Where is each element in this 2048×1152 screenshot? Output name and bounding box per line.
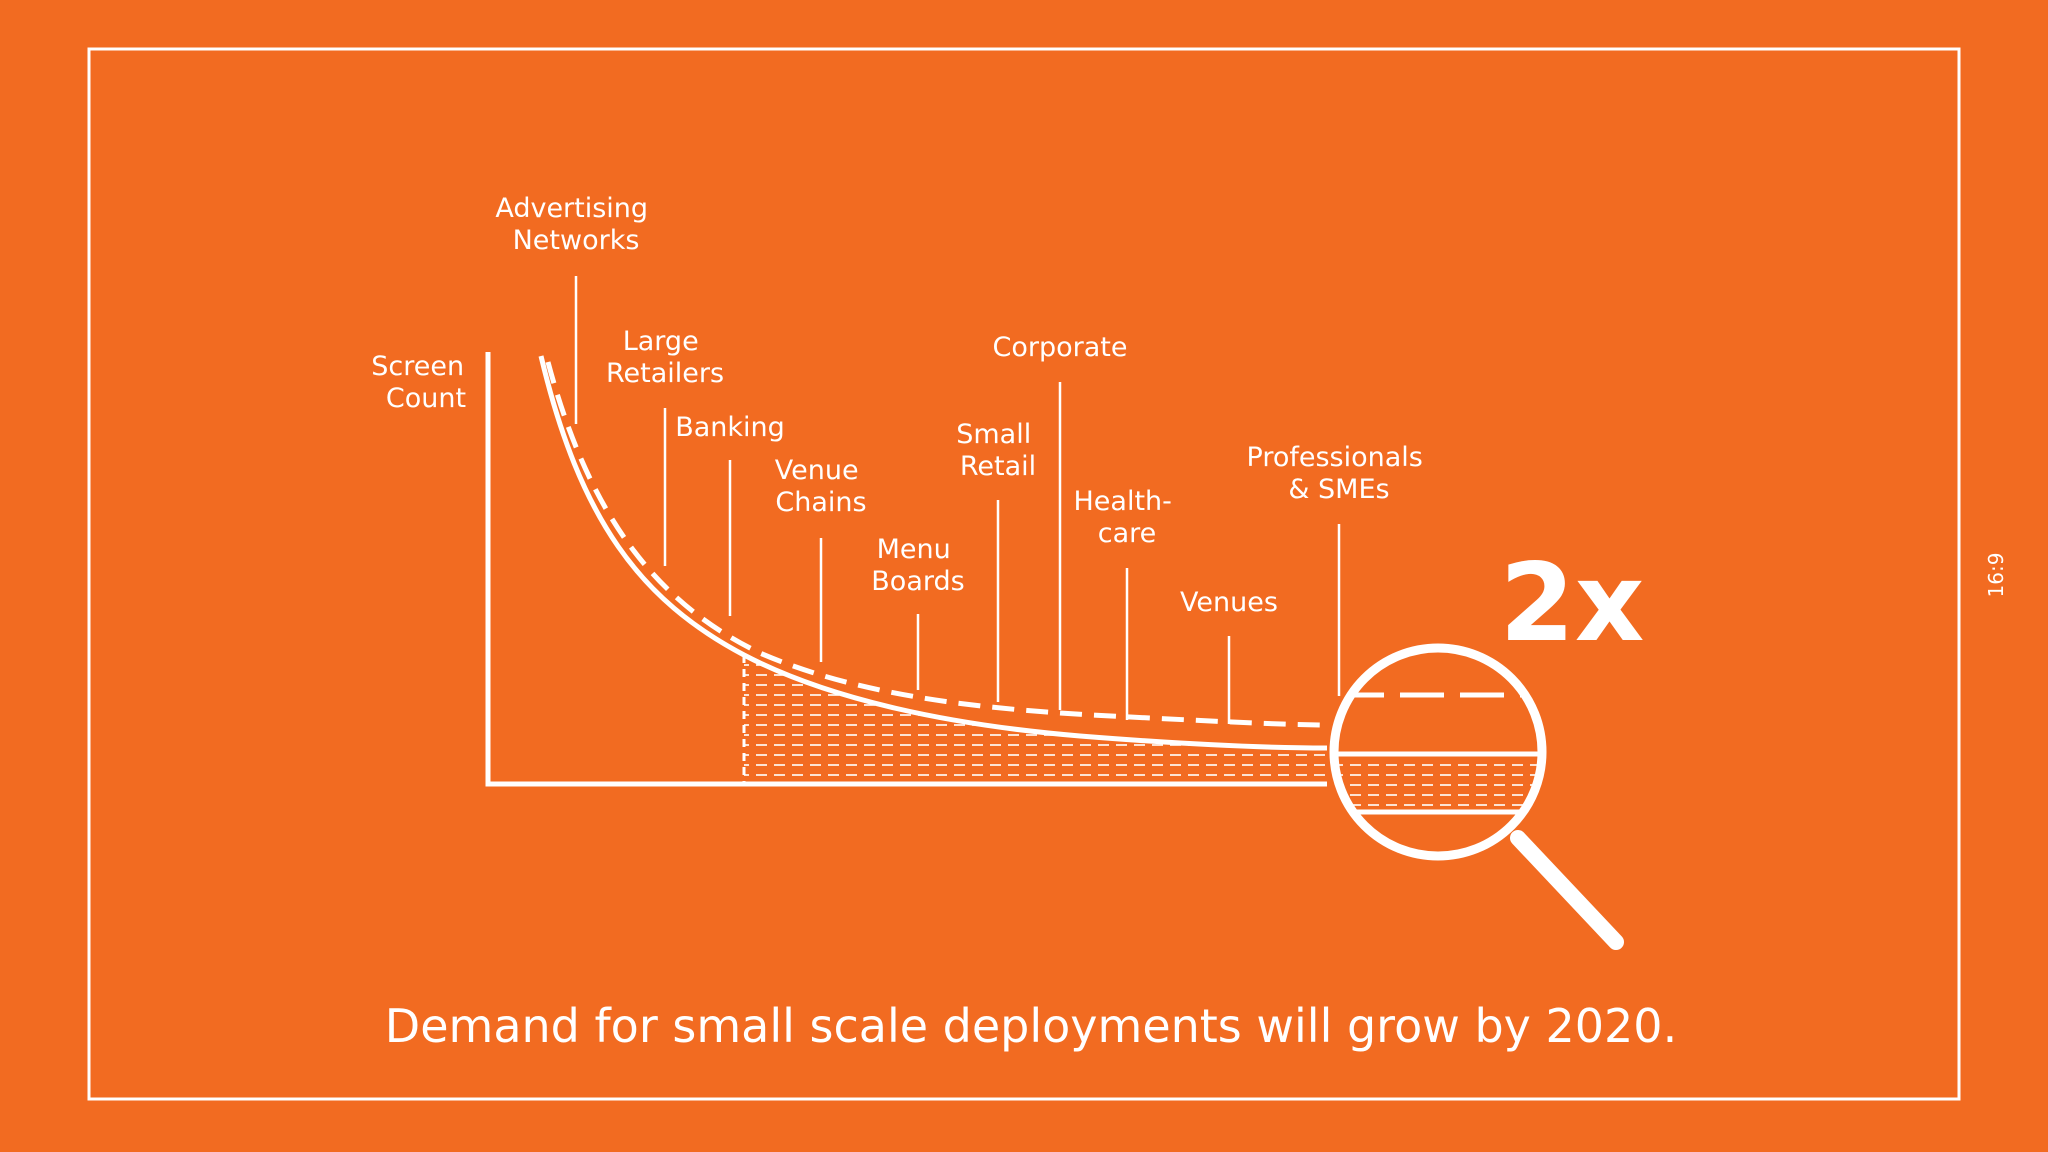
label-line: Venues (1180, 587, 1278, 618)
y-axis-label-line-1: Screen (371, 351, 464, 382)
magnifier-lens (1329, 643, 1547, 861)
label-large-retailers: Large Retailers (606, 326, 724, 389)
label-line: Boards (871, 566, 964, 597)
current-demand-curve (538, 355, 1328, 751)
y-axis-label-line-2: Count (386, 383, 466, 414)
label-line: Venue (775, 455, 859, 486)
label-banking: Banking (675, 412, 785, 443)
label-line: Health- (1074, 486, 1172, 517)
projected-demand-curve (545, 361, 1331, 728)
label-line: Menu (877, 534, 951, 565)
caption: Demand for small scale deployments will … (385, 999, 1677, 1053)
magnifier-icon (1329, 643, 1624, 950)
magnified-hatch (1334, 754, 1542, 810)
label-menu-boards: Menu Boards (871, 534, 964, 597)
y-axis-label: Screen Count (371, 351, 472, 414)
label-venues: Venues (1180, 587, 1278, 618)
label-professionals-smes: Professionals & SMEs (1247, 442, 1432, 505)
label-line: Corporate (993, 332, 1128, 363)
magnifier-handle (1510, 830, 1624, 950)
label-small-retail: Small Retail (956, 419, 1040, 482)
label-line: care (1098, 518, 1157, 549)
label-line: Retail (960, 451, 1036, 482)
label-line: Retailers (606, 358, 724, 389)
slide-frame (87, 47, 1961, 1101)
label-line: & SMEs (1288, 474, 1389, 505)
label-healthcare: Health- care (1074, 486, 1181, 549)
label-corporate: Corporate (993, 332, 1128, 363)
label-line: Large (623, 326, 699, 357)
long-tail-area (744, 655, 1327, 784)
label-venue-chains: Venue Chains (775, 455, 867, 518)
label-line: Networks (513, 225, 640, 256)
label-line: Chains (775, 487, 866, 518)
label-line: Professionals (1247, 442, 1423, 473)
label-advertising-networks: Advertising Networks (495, 193, 656, 256)
label-line: Small (956, 419, 1031, 450)
label-line: Banking (675, 412, 785, 443)
aspect-ratio-label: 16:9 (1984, 553, 2008, 598)
magnifier-lens-content (1334, 692, 1542, 815)
label-line: Advertising (495, 193, 648, 224)
growth-label: 2x (1500, 541, 1645, 666)
